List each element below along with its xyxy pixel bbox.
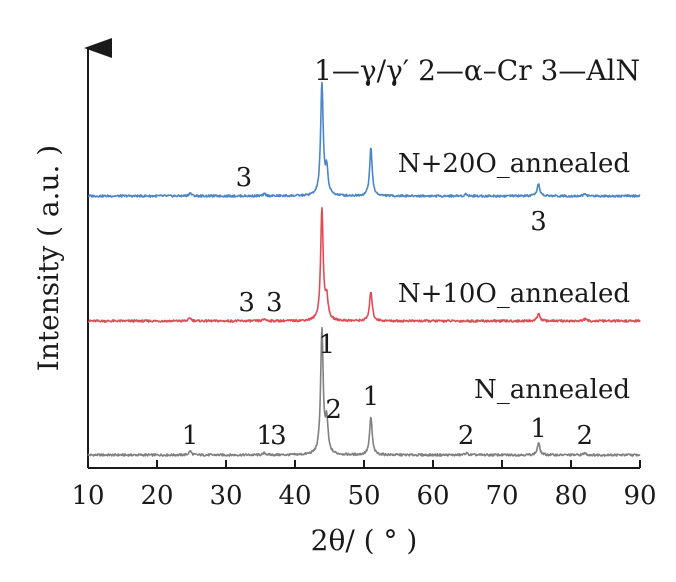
x-tick-label: 40 bbox=[278, 481, 311, 511]
y-axis-title: Intensity ( a.u. ) bbox=[32, 145, 65, 371]
series-line bbox=[87, 326, 641, 457]
peak-label: 1 bbox=[182, 421, 199, 451]
peak-label: 3 bbox=[270, 421, 287, 451]
x-ticks: 10 20 30 40 50 60 70 80 90 bbox=[71, 460, 657, 511]
series-name-label: N_annealed bbox=[474, 375, 630, 405]
peak-label: 1 bbox=[256, 421, 273, 451]
peak-label: 3 bbox=[238, 288, 255, 318]
peak-label: 1 bbox=[318, 330, 335, 360]
series-line bbox=[87, 81, 641, 198]
x-tick-label: 50 bbox=[347, 481, 380, 511]
legend: 1—γ/γ′ 2—α–Cr 3—AlN bbox=[314, 54, 640, 87]
peak-label: 1 bbox=[530, 414, 547, 444]
x-tick-label: 60 bbox=[416, 481, 449, 511]
peak-label: 3 bbox=[236, 163, 253, 193]
series-name-label: N+10O_annealed bbox=[398, 279, 630, 309]
peak-label: 3 bbox=[266, 288, 283, 318]
x-tick-label: 70 bbox=[485, 481, 518, 511]
series-name-label: N+20O_annealed bbox=[398, 149, 630, 179]
series-labels: N_annealed N+10O_annealed N+20O_annealed bbox=[398, 149, 630, 405]
series-line bbox=[87, 206, 641, 323]
x-axis-title: 2θ/ ( ° ) bbox=[311, 524, 418, 557]
series-traces bbox=[87, 81, 641, 457]
x-tick-label: 90 bbox=[623, 481, 656, 511]
x-tick-label: 80 bbox=[554, 481, 587, 511]
x-tick-label: 20 bbox=[140, 481, 173, 511]
peak-label: 3 bbox=[530, 207, 547, 237]
peak-label: 1 bbox=[363, 382, 380, 412]
peak-label: 2 bbox=[577, 421, 594, 451]
peak-label: 2 bbox=[458, 421, 475, 451]
x-tick-label: 10 bbox=[71, 481, 104, 511]
peak-label: 2 bbox=[325, 395, 342, 425]
x-tick-label: 30 bbox=[209, 481, 242, 511]
